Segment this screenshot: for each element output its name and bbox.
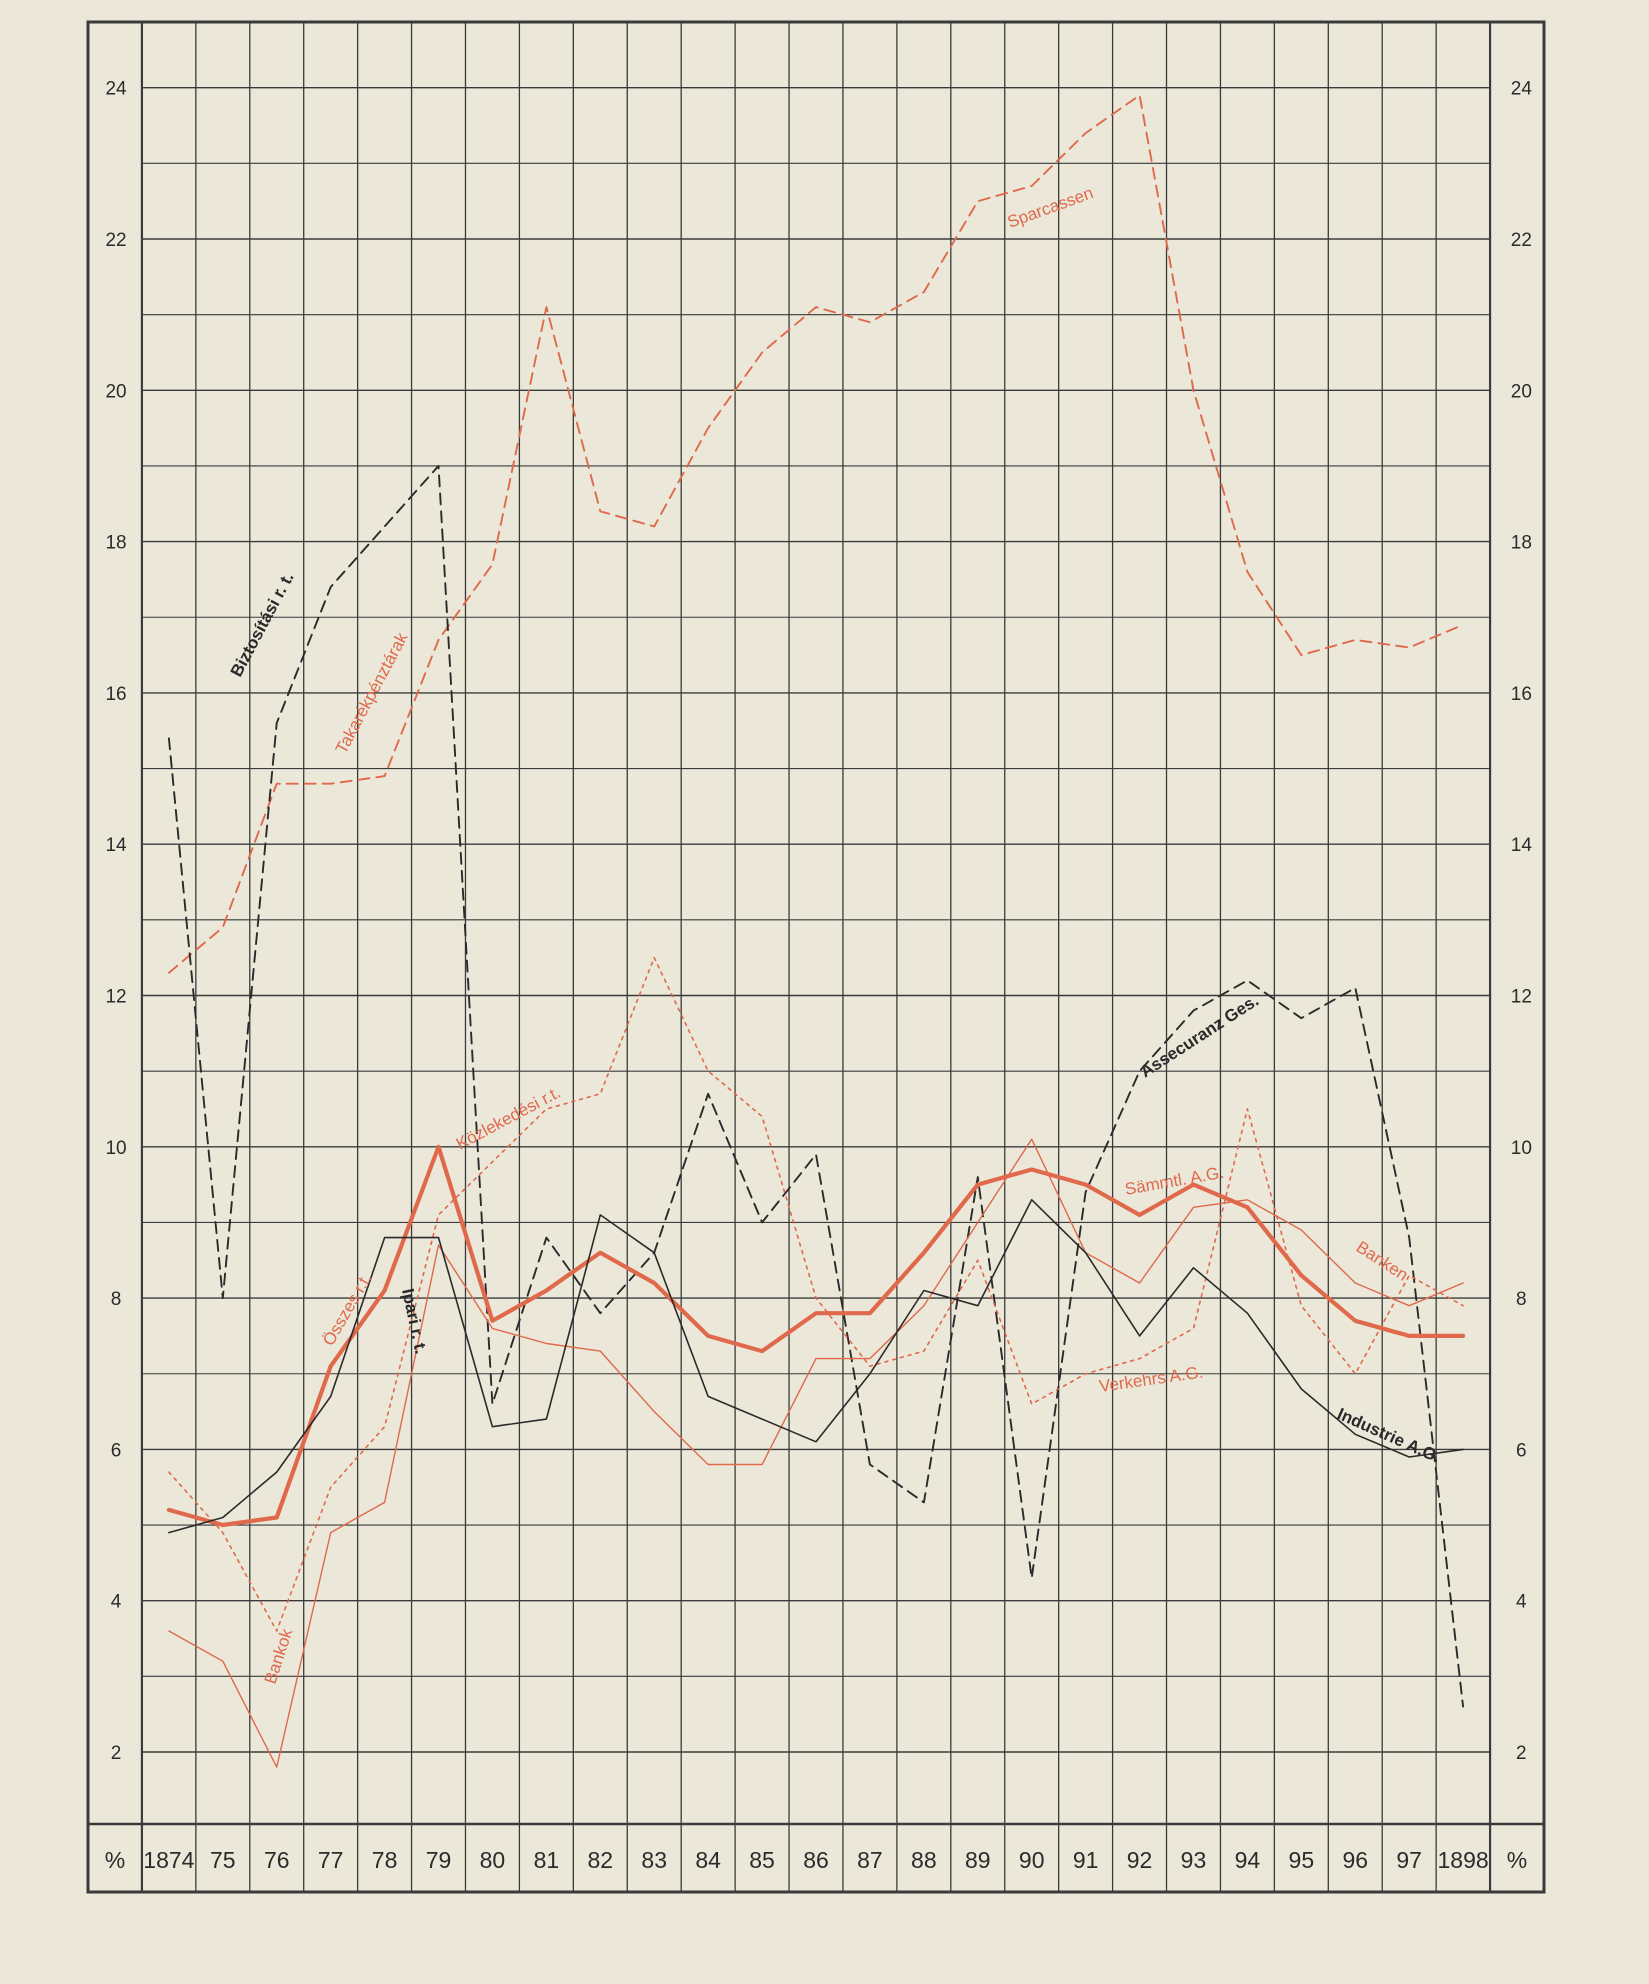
series-label: Verkehrs A.G. bbox=[1098, 1363, 1205, 1396]
series-layer bbox=[166, 94, 1466, 1768]
series-line bbox=[168, 1199, 1464, 1534]
axis-unit-label-left: % bbox=[105, 1847, 125, 1873]
series-label: Bankok bbox=[261, 1626, 297, 1686]
y-tick-label-left: 8 bbox=[111, 1289, 122, 1310]
x-tick-label: 1898 bbox=[1438, 1847, 1489, 1873]
y-tick-label-right: 4 bbox=[1516, 1592, 1527, 1613]
series-line bbox=[166, 1144, 1466, 1528]
y-tick-label-right: 16 bbox=[1511, 684, 1532, 705]
x-tick-label: 87 bbox=[857, 1847, 883, 1873]
y-tick-label-left: 18 bbox=[105, 533, 126, 554]
x-tick-label: 92 bbox=[1127, 1847, 1153, 1873]
series-label: Összes r.t. bbox=[319, 1270, 376, 1349]
x-tick-label: 94 bbox=[1235, 1847, 1261, 1873]
y-tick-label-left: 22 bbox=[105, 230, 126, 251]
x-tick-label: 1874 bbox=[143, 1847, 194, 1873]
y-tick-label-right: 6 bbox=[1516, 1440, 1527, 1461]
y-tick-label-left: 16 bbox=[105, 684, 126, 705]
y-tick-label-right: 14 bbox=[1511, 835, 1533, 856]
x-tick-label: 84 bbox=[695, 1847, 721, 1873]
y-tick-label-left: 14 bbox=[105, 835, 127, 856]
chart-frame bbox=[86, 20, 1546, 1894]
y-tick-label-right: 10 bbox=[1511, 1138, 1532, 1159]
y-tick-label-left: 4 bbox=[111, 1592, 122, 1613]
x-tick-label: 91 bbox=[1073, 1847, 1099, 1873]
x-tick-label: 77 bbox=[318, 1847, 344, 1873]
y-tick-label-right: 18 bbox=[1511, 533, 1532, 554]
x-tick-label: 78 bbox=[372, 1847, 398, 1873]
y-tick-label-left: 24 bbox=[105, 79, 127, 100]
y-tick-label-right: 24 bbox=[1511, 79, 1533, 100]
y-tick-label-left: 20 bbox=[105, 381, 126, 402]
y-tick-label-right: 8 bbox=[1516, 1289, 1527, 1310]
series-label: Industrie A.G. bbox=[1334, 1404, 1443, 1466]
x-tick-label: 89 bbox=[965, 1847, 991, 1873]
y-tick-label-left: 12 bbox=[105, 987, 126, 1008]
x-tick-label: 97 bbox=[1396, 1847, 1422, 1873]
x-tick-label: 76 bbox=[264, 1847, 290, 1873]
y-tick-label-right: 2 bbox=[1516, 1743, 1527, 1764]
axis-unit-label-right: % bbox=[1507, 1847, 1527, 1873]
x-tick-label: 86 bbox=[803, 1847, 829, 1873]
grid-layer bbox=[140, 22, 1492, 1892]
x-tick-label: 88 bbox=[911, 1847, 937, 1873]
series-line bbox=[167, 464, 1465, 1708]
y-tick-label-right: 22 bbox=[1511, 230, 1532, 251]
x-tick-label: 90 bbox=[1019, 1847, 1045, 1873]
x-tick-label: 82 bbox=[587, 1847, 613, 1873]
series-label: Közlekedési r.t. bbox=[453, 1083, 564, 1154]
series-line bbox=[167, 94, 1465, 974]
y-tick-label-left: 10 bbox=[105, 1138, 126, 1159]
x-tick-label: 79 bbox=[426, 1847, 452, 1873]
x-tick-label: 83 bbox=[641, 1847, 667, 1873]
x-tick-label: 80 bbox=[480, 1847, 506, 1873]
x-tick-label: 81 bbox=[534, 1847, 560, 1873]
series-label: Assecuranz Ges. bbox=[1137, 991, 1262, 1082]
y-tick-label-left: 6 bbox=[111, 1440, 122, 1461]
y-tick-label-left: 2 bbox=[111, 1743, 122, 1764]
series-label: Biztosítási r. t. bbox=[227, 569, 298, 680]
series-label: Ipari r. t. bbox=[398, 1287, 430, 1356]
x-tick-label: 93 bbox=[1181, 1847, 1207, 1873]
x-tick-label: 85 bbox=[749, 1847, 775, 1873]
y-tick-label-right: 20 bbox=[1511, 381, 1532, 402]
x-tick-label: 95 bbox=[1289, 1847, 1315, 1873]
y-tick-label-right: 12 bbox=[1511, 987, 1532, 1008]
series-line bbox=[168, 956, 1464, 1632]
x-tick-label: 75 bbox=[210, 1847, 236, 1873]
x-tick-label: 96 bbox=[1342, 1847, 1368, 1873]
series-line bbox=[168, 1138, 1464, 1768]
